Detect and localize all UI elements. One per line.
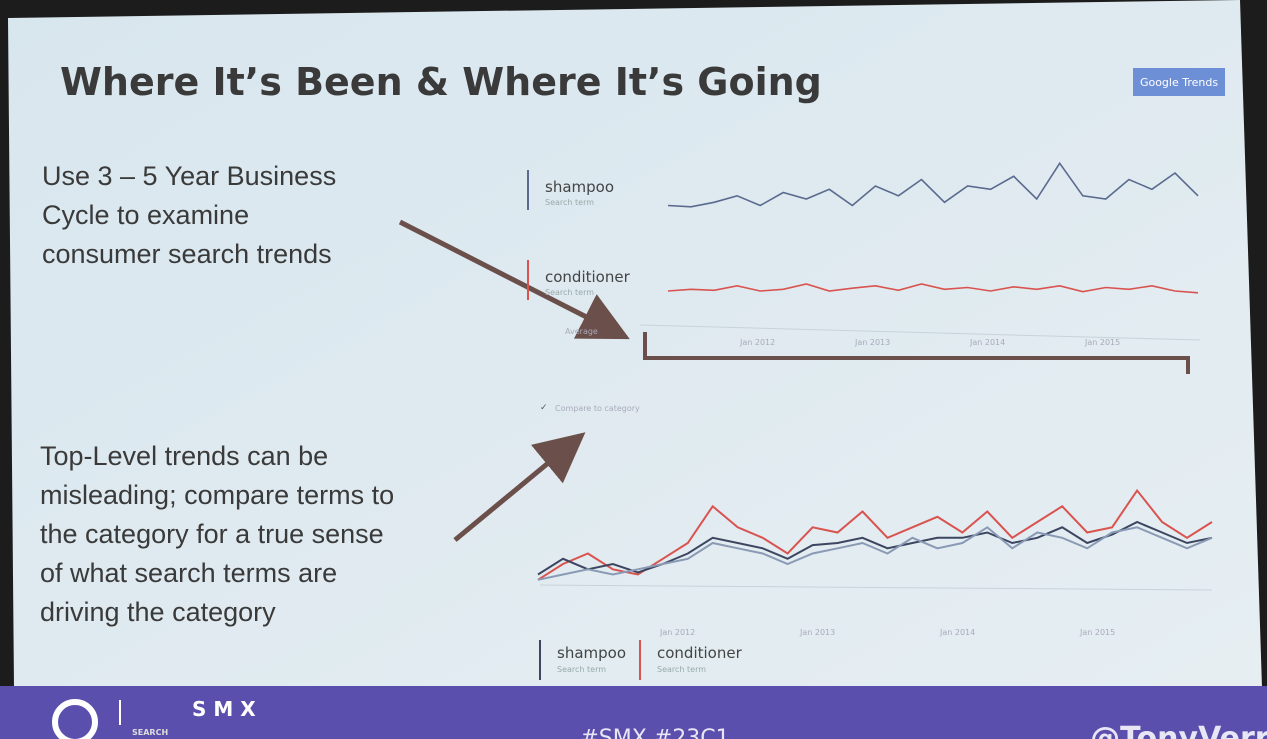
badge (1133, 68, 1225, 96)
arrow (398, 219, 630, 340)
bullet-line: Top-Level trends can be (40, 441, 328, 471)
term-sub: Search term (545, 288, 594, 297)
trend-line (537, 520, 1213, 576)
bullet-line: of what search terms are (40, 558, 337, 588)
bullet-line: the category for a true sense (40, 519, 384, 549)
hashtag: #SMX #23C1 (580, 726, 729, 739)
check: ✓ (540, 403, 548, 413)
bullet-line: consumer search trends (42, 239, 332, 269)
bullet-line: driving the category (40, 597, 276, 627)
logo (52, 699, 98, 739)
slide (8, 0, 1262, 688)
term-name: conditioner (545, 268, 631, 286)
compare-label: Compare to category (555, 404, 640, 413)
footer-band (0, 686, 1267, 739)
x-label: Jan 2014 (969, 338, 1005, 347)
arrow (453, 432, 586, 542)
bracket (643, 332, 1190, 374)
badge-text: Google Trends (1140, 76, 1218, 89)
legend-sub: Search term (657, 665, 706, 674)
bullet-line: Use 3 – 5 Year Business (42, 161, 336, 191)
x-label: Jan 2015 (1084, 338, 1120, 347)
trend-line (667, 161, 1199, 208)
title: Where It’s Been & Where It’s Going (60, 60, 822, 104)
brand-sub: SEARCH (132, 728, 168, 737)
baseline (639, 324, 1201, 341)
x-label: Jan 2012 (659, 628, 695, 637)
baseline (539, 584, 1213, 591)
x-label: Jan 2014 (939, 628, 975, 637)
bullet-line: misleading; compare terms to (40, 480, 394, 510)
legend-name: conditioner (657, 644, 743, 662)
legend-name: shampoo (557, 644, 626, 662)
handle: @TonyVerre (1090, 721, 1267, 739)
bullet-line: Cycle to examine (42, 200, 249, 230)
x-label: Jan 2015 (1079, 628, 1115, 637)
average-label: Average (565, 327, 598, 336)
term-sub: Search term (545, 198, 594, 207)
brand: S M X (192, 697, 256, 721)
trend-line (537, 526, 1213, 581)
trend-line (667, 283, 1199, 294)
x-label: Jan 2013 (854, 338, 890, 347)
term-name: shampoo (545, 178, 614, 196)
x-label: Jan 2013 (799, 628, 835, 637)
legend-sub: Search term (557, 665, 606, 674)
x-label: Jan 2012 (739, 338, 775, 347)
